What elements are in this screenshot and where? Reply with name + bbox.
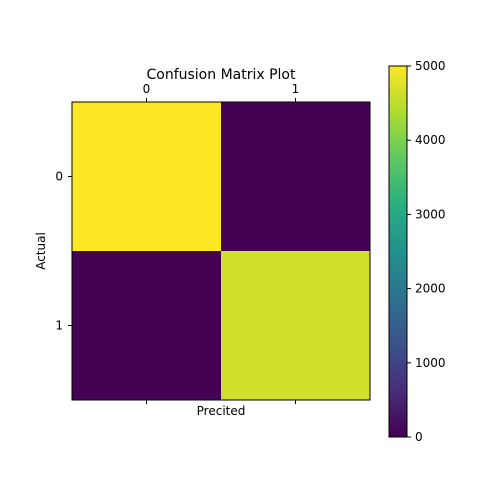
colorbar-tick-label: 5000 (415, 59, 446, 73)
colorbar-tick-label: 0 (415, 430, 423, 444)
y-tick-label: 1 (55, 319, 63, 333)
colorbar-ticks: 0 1000 2000 3000 4000 5000 (407, 59, 446, 444)
x-tick-label: 1 (292, 82, 300, 96)
y-axis-ticks: 01 (55, 170, 72, 333)
cell-0-0 (72, 102, 221, 251)
heatmap-cells (72, 102, 370, 400)
chart-title: Confusion Matrix Plot (146, 67, 296, 83)
colorbar-tick-label: 3000 (415, 207, 446, 221)
y-tick-label: 0 (55, 170, 63, 184)
colorbar-tick-label: 4000 (415, 133, 446, 147)
colorbar-tick-label: 1000 (415, 356, 446, 370)
colorbar-tick-label: 2000 (415, 282, 446, 296)
colorbar (388, 65, 408, 438)
plot-frame (71, 101, 371, 401)
cell-0-1 (221, 102, 370, 251)
y-axis-label: Actual (34, 232, 48, 270)
cell-1-0 (72, 251, 221, 400)
x-tick-label: 0 (143, 82, 151, 96)
cell-1-1 (221, 251, 370, 400)
x-axis-label: Precited (197, 404, 246, 418)
